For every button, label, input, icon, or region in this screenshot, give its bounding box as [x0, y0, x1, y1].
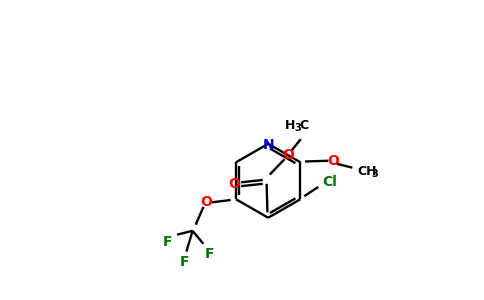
- Text: O: O: [200, 195, 212, 208]
- Text: O: O: [282, 148, 294, 162]
- Text: O: O: [228, 177, 240, 191]
- Text: C: C: [299, 119, 308, 132]
- Text: N: N: [262, 138, 274, 152]
- Text: F: F: [163, 236, 172, 249]
- Text: CH: CH: [358, 165, 377, 178]
- Text: H: H: [285, 119, 295, 132]
- Text: F: F: [205, 247, 214, 261]
- Text: O: O: [327, 154, 339, 168]
- Text: 3: 3: [372, 169, 378, 179]
- Text: Cl: Cl: [322, 175, 337, 189]
- Text: 3: 3: [294, 123, 301, 133]
- Text: F: F: [180, 255, 190, 268]
